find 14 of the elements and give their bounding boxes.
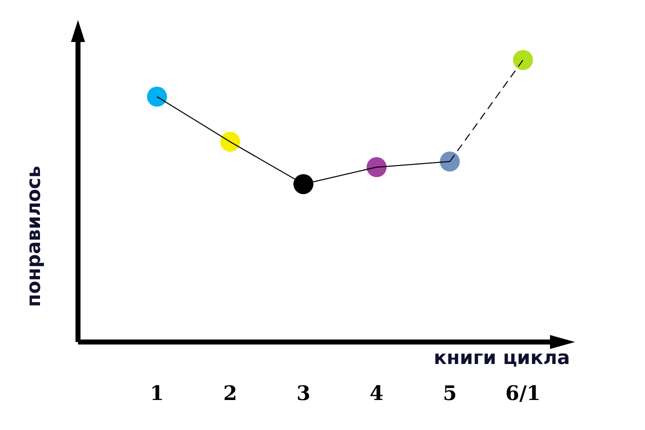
point (440, 152, 460, 172)
point (293, 174, 314, 194)
x-tick-label: 2 (223, 381, 238, 405)
point (220, 132, 240, 152)
x-tick-label: 1 (150, 381, 164, 405)
x-tick-label: 5 (442, 381, 457, 405)
point (366, 157, 387, 178)
x-tick-label: 4 (370, 381, 384, 405)
x-tick-label: 6/1 (505, 381, 541, 405)
point (147, 86, 167, 107)
y-axis-title: понравилось (23, 166, 45, 307)
x-axis-title: книги цикла (434, 347, 570, 369)
x-tick-label: 3 (296, 381, 310, 405)
point (513, 50, 533, 70)
